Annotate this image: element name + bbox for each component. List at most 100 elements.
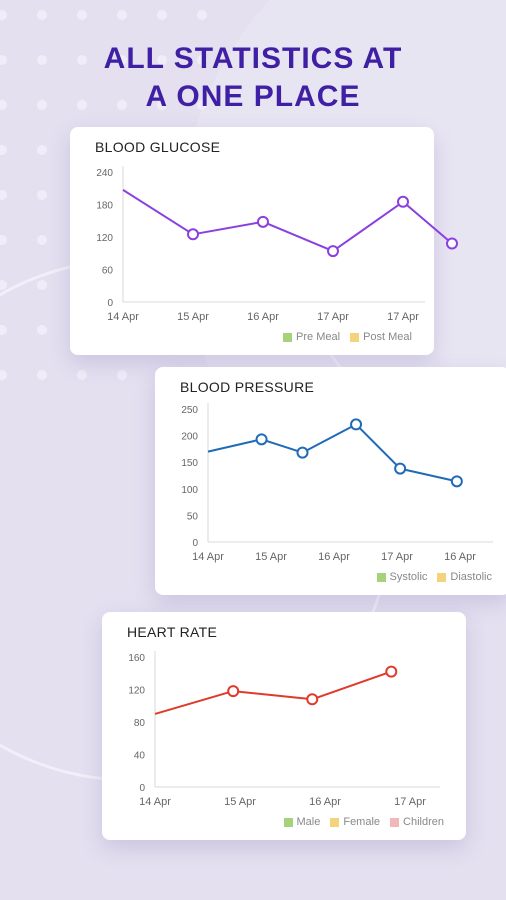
legend-swatch <box>376 572 386 582</box>
legend-label: Children <box>403 816 444 828</box>
y-tick-label: 100 <box>181 485 198 496</box>
chart-legend: Pre Meal Post Meal <box>283 331 412 343</box>
y-tick-label: 250 <box>181 405 198 416</box>
x-tick-label: 14 Apr <box>139 796 171 808</box>
data-point[interactable] <box>227 685 240 698</box>
x-tick-label: 16 Apr <box>318 551 350 563</box>
card-title: BLOOD PRESSURE <box>180 379 315 395</box>
chart-legend: Male Female Children <box>283 816 444 828</box>
data-point[interactable] <box>385 665 398 678</box>
legend-swatch <box>283 817 293 827</box>
y-tick-label: 200 <box>181 432 198 443</box>
background-dot <box>0 370 7 380</box>
x-tick-label: 17 Apr <box>381 551 413 563</box>
background-dot <box>0 145 7 155</box>
legend-label: Post Meal <box>363 331 412 343</box>
background-dot <box>37 10 47 20</box>
legend-label: Systolic <box>389 571 428 583</box>
x-tick-label: 15 Apr <box>224 796 256 808</box>
blood-pressure-chart: 0 50 100 150 200 250 14 Apr 15 Apr 16 Apr 17 Apr 1… <box>181 403 493 563</box>
data-point[interactable] <box>257 215 269 228</box>
y-tick-label: 50 <box>187 511 199 522</box>
x-tick-label: 15 Apr <box>255 551 287 563</box>
x-tick-label: 14 Apr <box>107 311 139 323</box>
y-tick-label: 160 <box>128 653 145 664</box>
background-dot <box>37 370 47 380</box>
data-point[interactable] <box>327 245 339 258</box>
x-tick-label: 17 Apr <box>387 311 419 323</box>
y-tick-label: 0 <box>107 298 113 309</box>
background-dot <box>157 55 167 65</box>
y-tick-label: 60 <box>102 266 114 277</box>
legend-item-systolic[interactable]: Systolic <box>376 571 428 583</box>
background-dot <box>37 55 47 65</box>
background-dot <box>117 100 127 110</box>
y-tick-label: 240 <box>96 168 113 179</box>
blood-glucose-chart: 0 60 120 180 240 14 Apr 15 Apr 16 Apr 17 Apr 17 A… <box>96 166 458 323</box>
y-tick-label: 180 <box>96 201 113 212</box>
heart-rate-chart: 0 40 80 120 160 14 Apr 15 Apr 16 Apr 17 Apr <box>128 651 440 808</box>
data-point[interactable] <box>446 237 458 250</box>
legend-label: Pre Meal <box>296 331 341 343</box>
legend-item-children[interactable]: Children <box>390 816 444 828</box>
background-dot <box>197 10 207 20</box>
data-point[interactable] <box>394 462 407 475</box>
background-dot <box>77 100 87 110</box>
background-dot <box>157 10 167 20</box>
y-tick-label: 120 <box>128 686 145 697</box>
series-line <box>154 670 392 715</box>
background-dot <box>0 325 7 335</box>
background-dot <box>117 10 127 20</box>
background-dot <box>77 55 87 65</box>
y-tick-label: 120 <box>96 233 113 244</box>
legend-item-post-meal[interactable]: Post Meal <box>350 331 412 343</box>
heart-rate-card[interactable]: HEART RATE 0 40 80 120 160 14 Apr 15 Apr 16 Apr… <box>102 612 466 840</box>
y-tick-label: 0 <box>192 538 198 549</box>
y-tick-label: 40 <box>134 751 146 762</box>
y-tick-label: 80 <box>134 718 146 729</box>
headline-line-2: A ONE PLACE <box>145 80 361 113</box>
data-point[interactable] <box>255 433 268 446</box>
legend-item-female[interactable]: Female <box>330 816 380 828</box>
background-dot <box>37 145 47 155</box>
background-dot <box>0 100 7 110</box>
x-tick-label: 17 Apr <box>394 796 426 808</box>
x-tick-label: 14 Apr <box>192 551 224 563</box>
background-dot <box>117 55 127 65</box>
legend-item-pre-meal[interactable]: Pre Meal <box>283 331 340 343</box>
series-line <box>207 423 458 483</box>
background-dot <box>0 10 7 20</box>
series-line <box>122 189 453 253</box>
legend-item-diastolic[interactable]: Diastolic <box>437 571 492 583</box>
legend-label: Diastolic <box>450 571 492 583</box>
background-dot <box>37 280 47 290</box>
background-dot <box>0 280 7 290</box>
legend-item-male[interactable]: Male <box>283 816 321 828</box>
background-dot <box>117 370 127 380</box>
data-point[interactable] <box>450 475 463 488</box>
data-point[interactable] <box>397 195 409 208</box>
data-point[interactable] <box>187 228 199 241</box>
background-dot <box>77 370 87 380</box>
legend-swatch <box>390 817 400 827</box>
legend-swatch <box>350 332 360 342</box>
background-dot <box>37 190 47 200</box>
blood-pressure-card[interactable]: BLOOD PRESSURE 0 50 100 150 200 250 14 Apr 15 A… <box>155 367 506 595</box>
legend-label: Male <box>296 816 321 828</box>
background-dot <box>197 100 207 110</box>
background-dot <box>157 100 167 110</box>
legend-swatch <box>437 572 447 582</box>
chart-legend: Systolic Diastolic <box>376 571 492 583</box>
card-title: BLOOD GLUCOSE <box>95 139 221 155</box>
data-point[interactable] <box>306 693 319 706</box>
blood-glucose-card[interactable]: BLOOD GLUCOSE 0 60 120 180 240 14 Apr 15 Apr 16… <box>70 127 458 355</box>
x-tick-label: 15 Apr <box>177 311 209 323</box>
x-tick-label: 17 Apr <box>317 311 349 323</box>
x-tick-label: 16 Apr <box>247 311 279 323</box>
y-tick-label: 0 <box>139 783 145 794</box>
legend-swatch <box>330 817 340 827</box>
data-point[interactable] <box>350 418 363 431</box>
background-dot <box>77 10 87 20</box>
data-point[interactable] <box>296 446 309 459</box>
background-dot <box>197 55 207 65</box>
